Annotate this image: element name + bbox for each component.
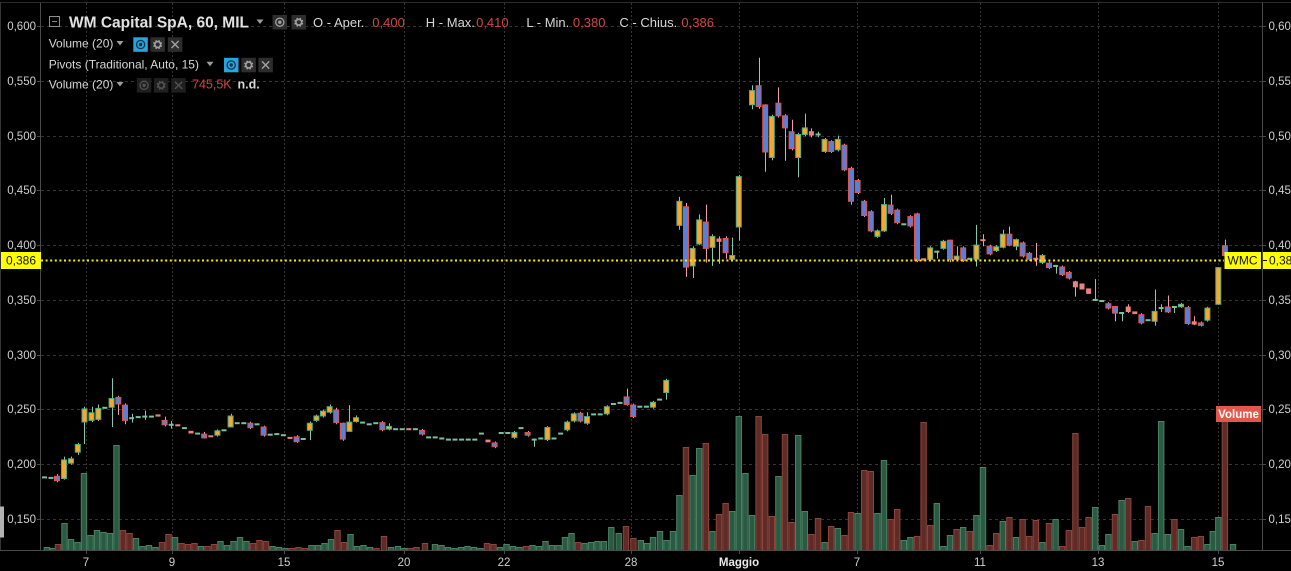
svg-text:WM Capital SpA, 60, MIL: WM Capital SpA, 60, MIL: [69, 15, 249, 32]
svg-text:22: 22: [498, 557, 511, 569]
svg-text:0,150: 0,150: [7, 514, 36, 526]
svg-text:0,500: 0,500: [7, 131, 36, 143]
svg-text:0,410: 0,410: [476, 15, 509, 30]
svg-text:0,20: 0,20: [1269, 459, 1291, 471]
svg-text:0,45: 0,45: [1269, 185, 1291, 197]
svg-text:0,450: 0,450: [7, 185, 36, 197]
svg-text:13: 13: [1092, 557, 1105, 569]
svg-text:0,386: 0,386: [681, 15, 714, 30]
svg-text:0,380: 0,380: [573, 15, 606, 30]
svg-text:0,200: 0,200: [7, 459, 36, 471]
svg-text:0,400: 0,400: [7, 240, 36, 252]
svg-text:0,250: 0,250: [7, 404, 36, 416]
svg-text:28: 28: [625, 557, 638, 569]
svg-text:15: 15: [1212, 557, 1225, 569]
svg-text:0,25: 0,25: [1269, 404, 1291, 416]
svg-text:H - Max.: H - Max.: [426, 15, 475, 30]
svg-text:9: 9: [169, 557, 175, 569]
svg-text:7: 7: [83, 557, 89, 569]
svg-text:745,5K: 745,5K: [192, 78, 232, 92]
svg-text:0,550: 0,550: [7, 76, 36, 88]
svg-text:Volume: Volume: [1218, 409, 1259, 421]
svg-text:0,30: 0,30: [1269, 350, 1291, 362]
svg-text:15: 15: [278, 557, 291, 569]
svg-text:0,300: 0,300: [7, 350, 36, 362]
svg-text:0,15: 0,15: [1269, 514, 1291, 526]
svg-text:L - Min.: L - Min.: [526, 15, 569, 30]
svg-text:11: 11: [974, 557, 986, 569]
svg-text:0,50: 0,50: [1269, 131, 1291, 143]
svg-text:WMC: WMC: [1228, 254, 1258, 268]
svg-text:O - Aper.: O - Aper.: [313, 15, 364, 30]
svg-text:Maggio: Maggio: [719, 557, 759, 569]
svg-text:Volume (20): Volume (20): [49, 78, 114, 92]
svg-text:Volume (20): Volume (20): [49, 37, 114, 51]
svg-text:0,35: 0,35: [1269, 295, 1291, 307]
svg-text:0,38: 0,38: [1269, 254, 1291, 268]
svg-text:0,60: 0,60: [1269, 21, 1291, 33]
svg-text:0,400: 0,400: [372, 15, 405, 30]
svg-text:0,55: 0,55: [1269, 76, 1291, 88]
svg-text:20: 20: [398, 557, 411, 569]
svg-text:0,386: 0,386: [6, 254, 36, 268]
svg-text:C - Chius.: C - Chius.: [619, 15, 677, 30]
svg-text:0,350: 0,350: [7, 295, 36, 307]
svg-text:n.d.: n.d.: [238, 78, 260, 92]
svg-text:0,600: 0,600: [7, 21, 36, 33]
svg-text:7: 7: [854, 557, 860, 569]
svg-text:Pivots (Traditional, Auto, 15): Pivots (Traditional, Auto, 15): [49, 57, 199, 71]
svg-text:0,40: 0,40: [1269, 240, 1291, 252]
